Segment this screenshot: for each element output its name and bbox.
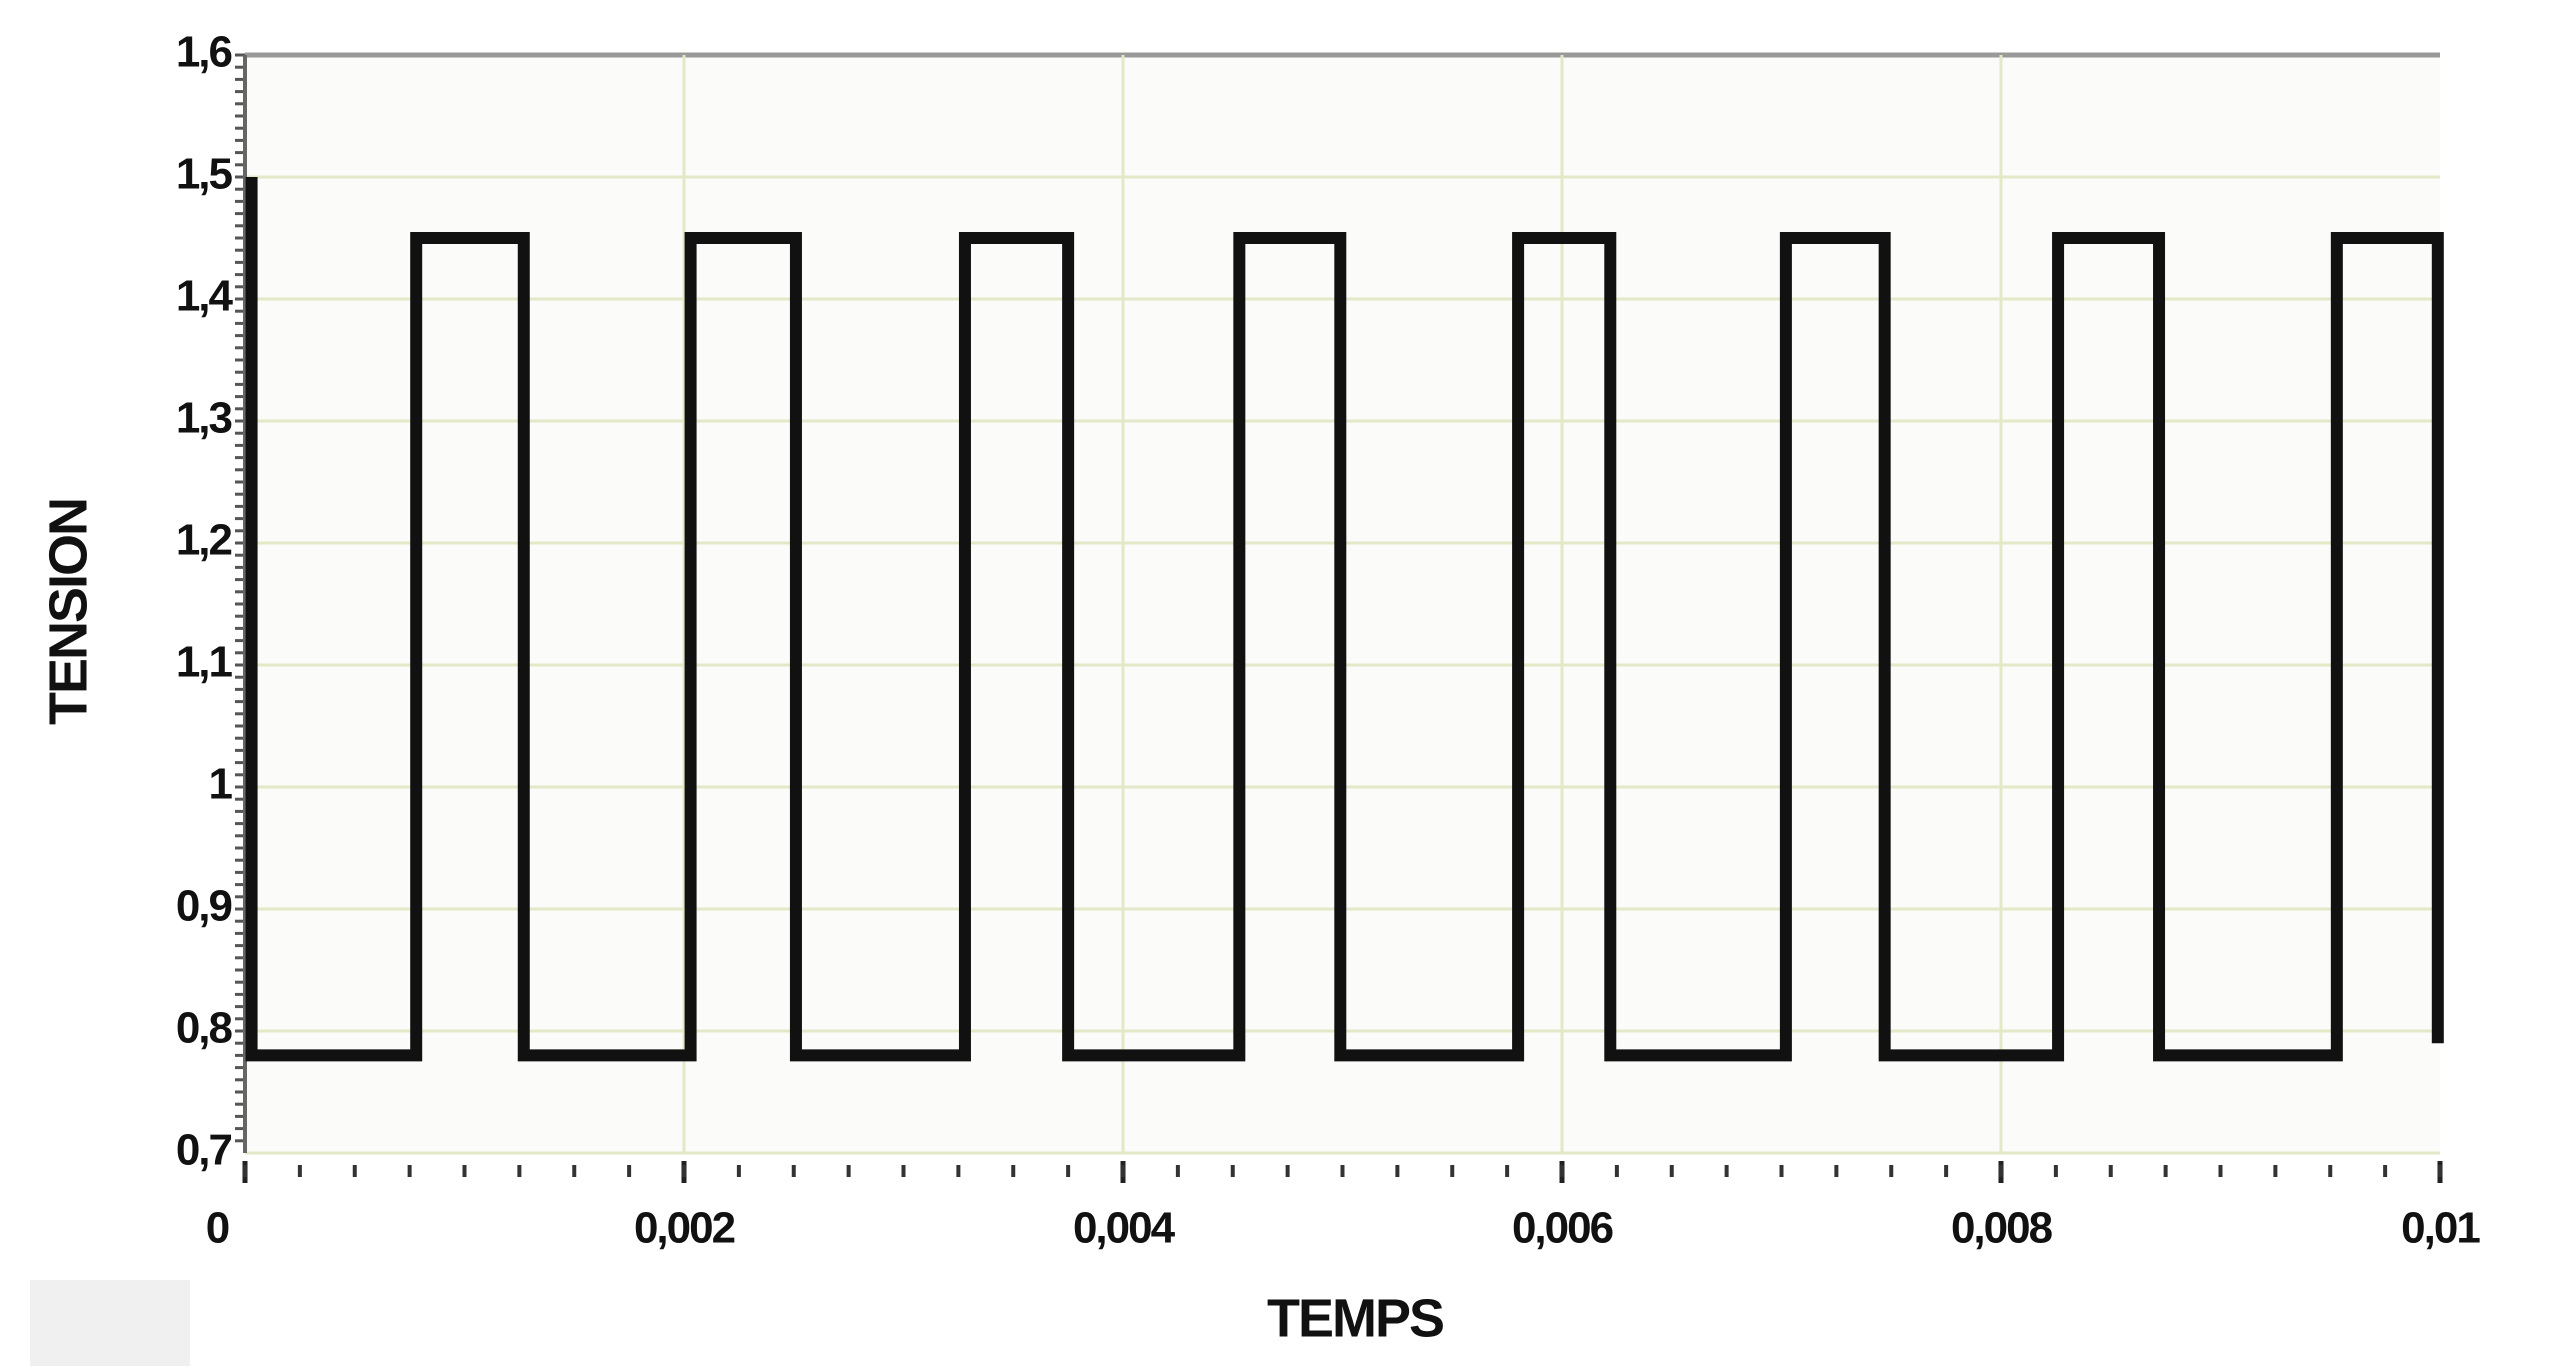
x-axis-title: TEMPS xyxy=(1267,1288,1443,1348)
x-tick-label: 0,008 xyxy=(1951,1204,2053,1253)
y-tick-label: 1,2 xyxy=(176,516,232,565)
y-tick-label: 1 xyxy=(209,760,233,809)
y-tick-label: 1,4 xyxy=(176,272,234,321)
x-tick-label: 0,01 xyxy=(2401,1204,2480,1253)
y-tick-label: 1,6 xyxy=(176,28,232,77)
corner-box xyxy=(30,1280,190,1366)
y-tick-label: 0,7 xyxy=(176,1126,232,1175)
y-tick-label: 1,3 xyxy=(176,394,232,443)
x-tick-label: 0,004 xyxy=(1073,1204,1176,1253)
x-tick-label: 0,006 xyxy=(1512,1204,1613,1253)
y-tick-label: 0,9 xyxy=(176,882,232,931)
y-axis-title: TENSION xyxy=(38,499,98,725)
y-tick-label: 1,1 xyxy=(176,638,233,687)
y-tick-label: 0,8 xyxy=(176,1004,233,1053)
x-tick-label: 0 xyxy=(206,1204,229,1253)
signal-line xyxy=(245,177,2444,1062)
x-tick-label: 0,002 xyxy=(634,1204,735,1253)
y-tick-label: 1,5 xyxy=(176,150,233,199)
